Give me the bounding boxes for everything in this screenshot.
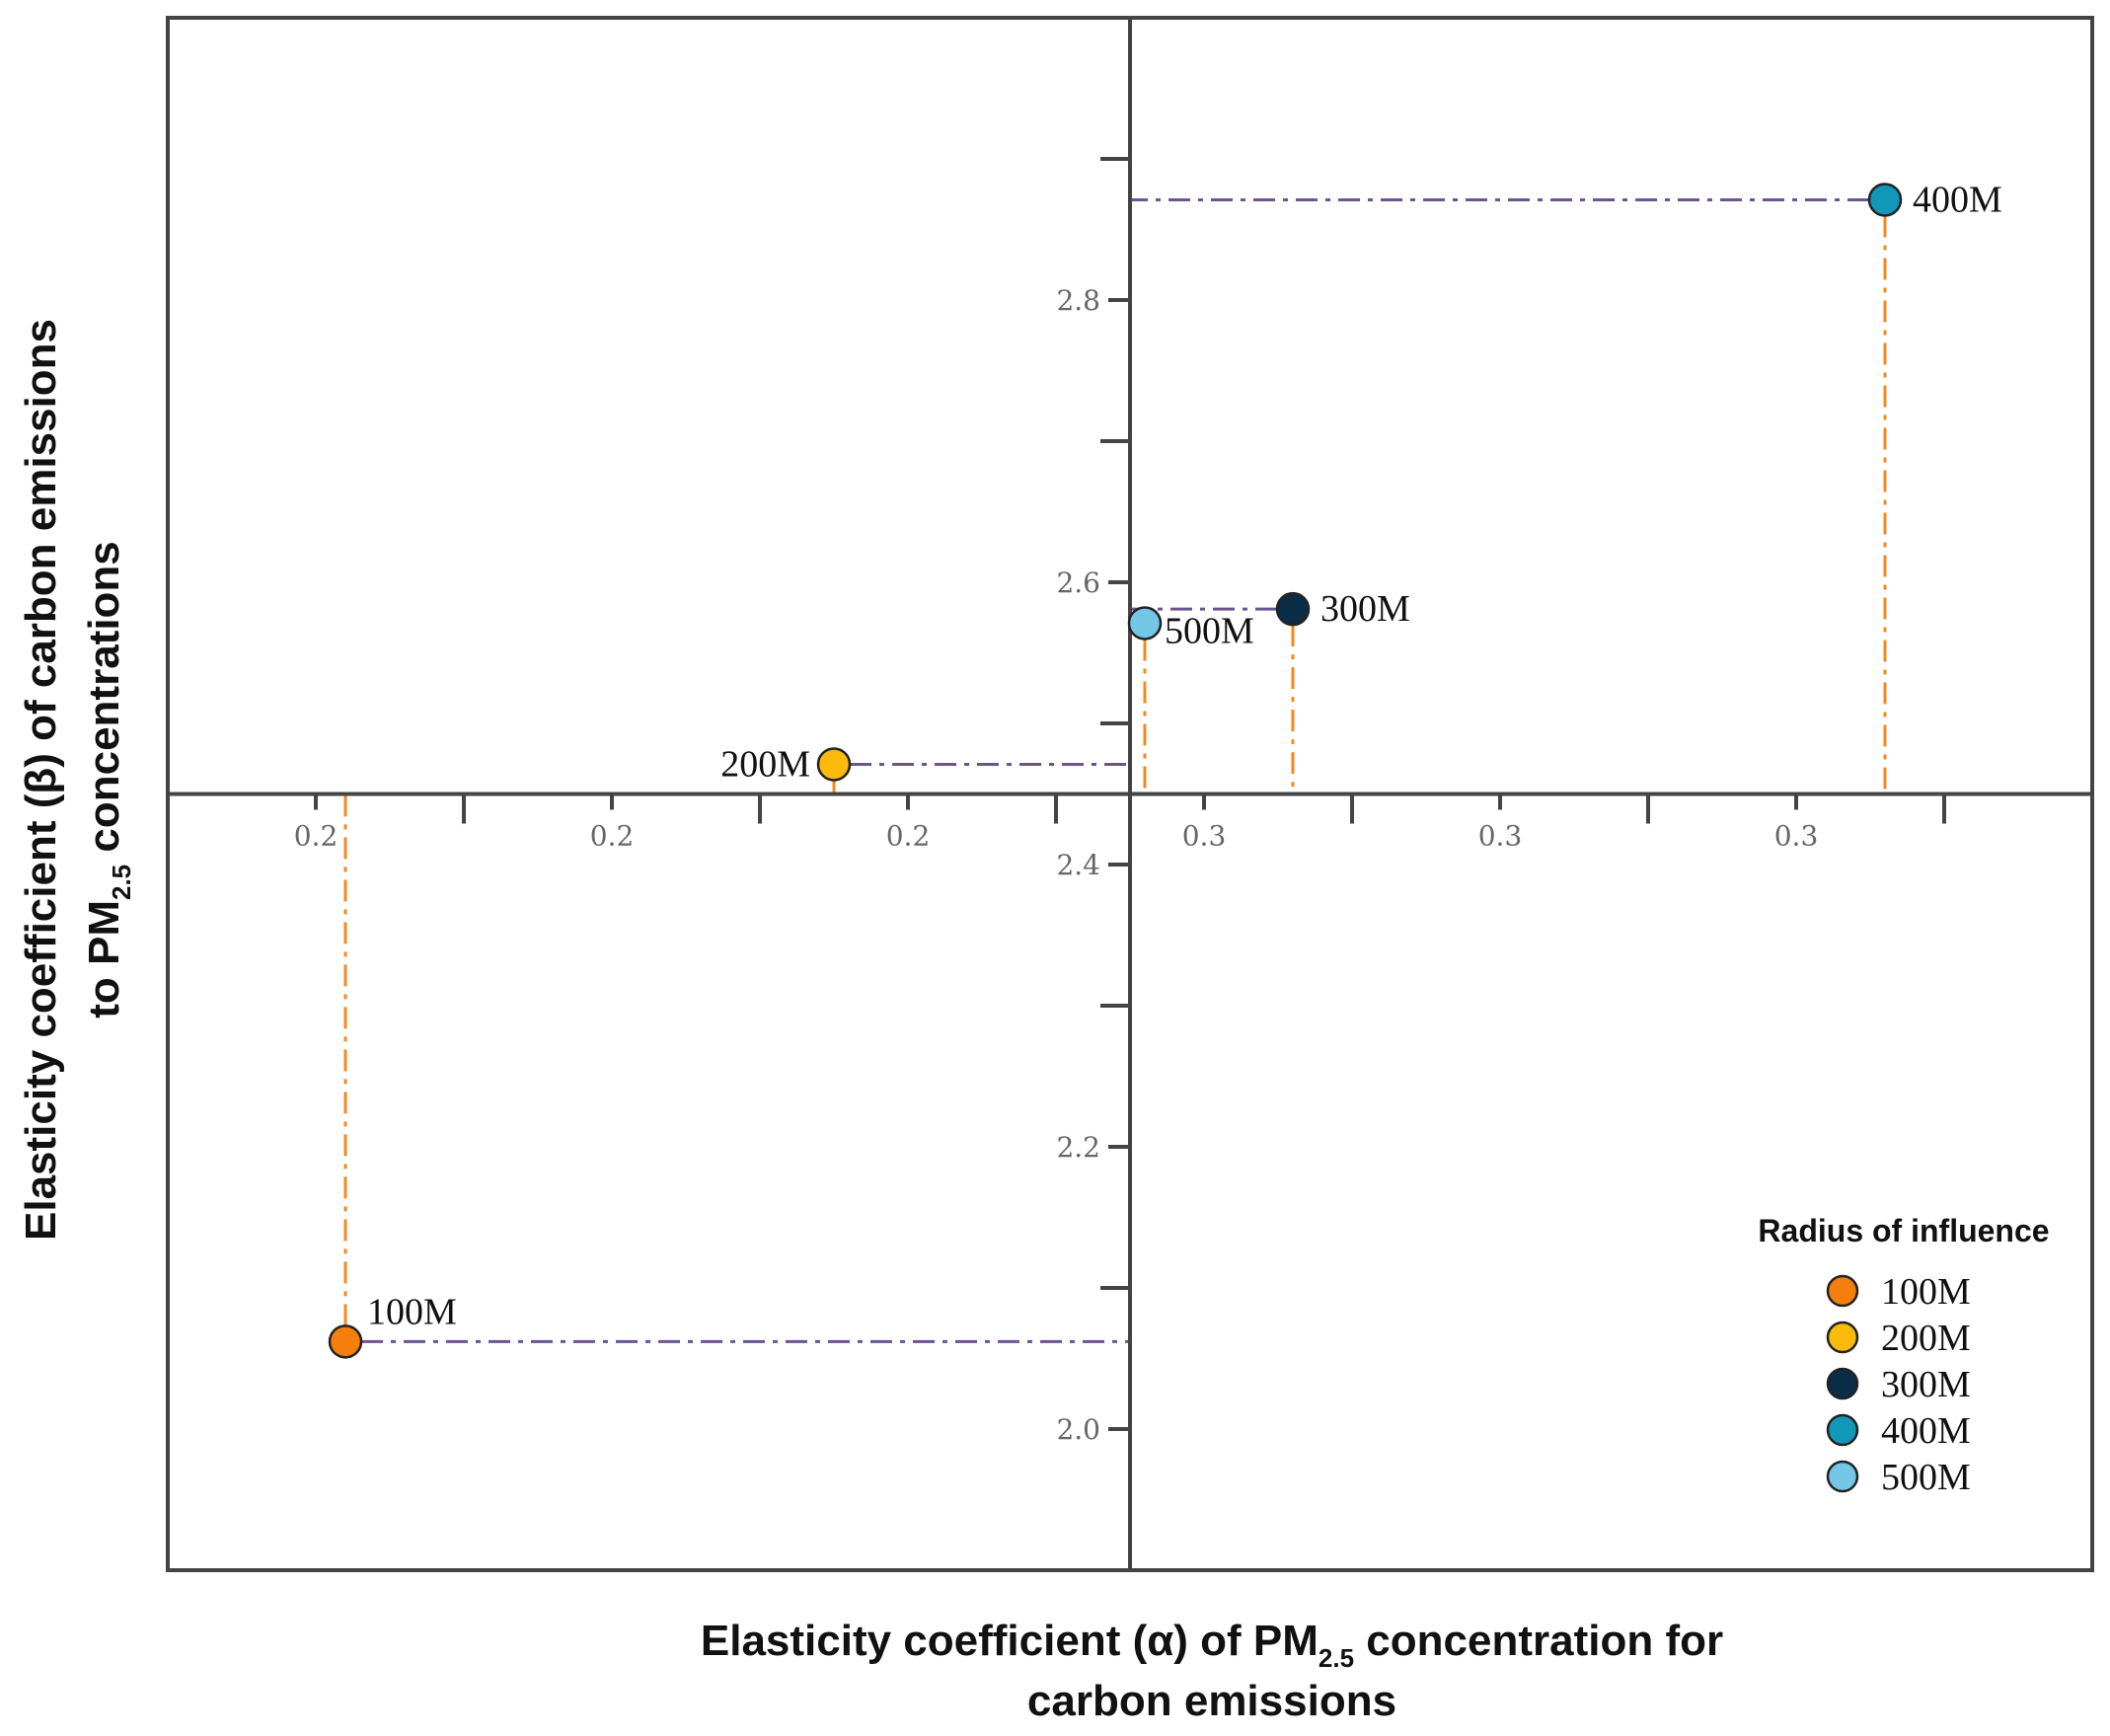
point-label: 500M bbox=[1165, 610, 1254, 651]
y-axis-title-line2: to PM2.5 concentrations bbox=[80, 541, 136, 1019]
y-tick-label: 2.0 bbox=[1056, 1413, 1100, 1446]
point-label: 400M bbox=[1913, 179, 2002, 220]
legend-title: Radius of influence bbox=[1758, 1213, 2049, 1248]
x-tick-label: 0.2 bbox=[886, 820, 931, 853]
legend: Radius of influence 100M 200M 300M 400M 500M bbox=[1758, 1213, 2049, 1498]
legend-swatch-100M bbox=[1826, 1274, 1859, 1308]
x-axis-title: Elasticity coefficient (α) of PM2.5 conc… bbox=[701, 1617, 1723, 1673]
legend-label: 200M bbox=[1881, 1318, 1971, 1359]
x-tick-label: 0.2 bbox=[590, 820, 635, 853]
data-point-500M bbox=[1127, 606, 1163, 641]
x-tick-label: 0.3 bbox=[1478, 820, 1523, 853]
legend-label: 400M bbox=[1881, 1410, 1971, 1452]
x-tick-label: 0.2 bbox=[294, 820, 339, 853]
y-tick-label: 2.2 bbox=[1056, 1131, 1100, 1164]
legend-swatch-300M bbox=[1826, 1367, 1859, 1400]
x-axis-title-line2: carbon emissions bbox=[1027, 1677, 1396, 1725]
legend-swatch-400M bbox=[1826, 1413, 1859, 1447]
legend-label: 300M bbox=[1881, 1364, 1971, 1405]
legend-label: 500M bbox=[1881, 1457, 1971, 1498]
x-tick-label: 0.3 bbox=[1774, 820, 1819, 853]
data-point-300M bbox=[1275, 591, 1311, 627]
x-tick-label: 0.3 bbox=[1182, 820, 1227, 853]
data-point-100M bbox=[328, 1324, 363, 1359]
y-tick-label: 2.6 bbox=[1056, 566, 1100, 599]
legend-swatch-500M bbox=[1826, 1460, 1859, 1493]
y-tick-label: 2.8 bbox=[1056, 284, 1100, 317]
point-label: 100M bbox=[367, 1291, 457, 1332]
point-label: 200M bbox=[720, 743, 810, 785]
y-tick-label: 2.4 bbox=[1056, 849, 1100, 881]
legend-swatch-200M bbox=[1826, 1321, 1859, 1354]
point-label: 300M bbox=[1320, 588, 1410, 630]
data-point-200M bbox=[816, 747, 852, 782]
data-point-400M bbox=[1867, 183, 1903, 217]
legend-label: 100M bbox=[1881, 1271, 1971, 1313]
y-axis-title: Elasticity coefficient (β) of carbon emi… bbox=[17, 319, 65, 1241]
